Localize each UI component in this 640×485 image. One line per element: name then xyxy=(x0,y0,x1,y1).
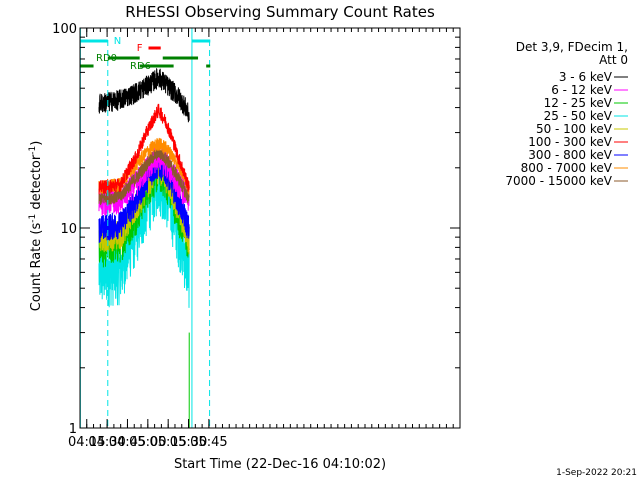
y-label-part-1: Count Rate (s xyxy=(29,223,44,312)
night-bar xyxy=(191,39,211,43)
series-trace-8 xyxy=(98,146,190,206)
legend-entry-label: 7000 - 15000 keV xyxy=(505,174,612,188)
legend-entry-label: 25 - 50 keV xyxy=(544,109,613,123)
night-bar xyxy=(80,39,108,43)
legend-entry-label: 3 - 6 keV xyxy=(559,70,613,84)
y-axis-label: Count Rate (s-1 detector-1) xyxy=(28,141,44,312)
x-tick-label: 04:15 xyxy=(68,435,105,450)
legend-entry-label: 100 - 300 keV xyxy=(528,135,612,149)
legend-entry-label: 300 - 800 keV xyxy=(528,148,612,162)
y-label-sup-2: -1 xyxy=(28,146,38,155)
series-trace-7 xyxy=(98,137,190,195)
legend-header-line-1: Det 3,9, FDecim 1, xyxy=(516,40,628,54)
night-label: N xyxy=(114,36,121,47)
rd0-bar xyxy=(162,56,199,60)
y-label-sup-1: -1 xyxy=(28,214,38,223)
legend-entry-label: 50 - 100 keV xyxy=(536,122,613,136)
x-tick-label: 05:30 xyxy=(170,435,207,450)
rd6-bar xyxy=(139,64,174,68)
series-trace-5 xyxy=(98,103,190,195)
x-tick-label: 04:30 xyxy=(88,435,125,450)
y-label-part-3: ) xyxy=(29,141,44,146)
y-tick-label: 100 xyxy=(52,22,77,37)
y-label-part-2: detector xyxy=(29,154,44,214)
flare-bar xyxy=(148,46,161,50)
chart-title: RHESSI Observing Summary Count Rates xyxy=(125,3,435,21)
legend-entry-label: 6 - 12 keV xyxy=(551,83,613,97)
rd0-label: RD0 xyxy=(96,53,117,64)
x-tick-label: 05:45 xyxy=(190,435,227,450)
x-tick-label: 04:45 xyxy=(109,435,146,450)
generated-timestamp: 1-Sep-2022 20:21 xyxy=(556,468,637,478)
x-axis-label: Start Time (22-Dec-16 04:10:02) xyxy=(174,457,386,472)
y-tick-label: 1 xyxy=(69,422,77,437)
rd6-bar xyxy=(206,64,211,68)
x-tick-label: 05:00 xyxy=(129,435,166,450)
rd6-bar xyxy=(80,64,94,68)
rd0-bar xyxy=(107,56,140,60)
x-tick-label: 05:15 xyxy=(149,435,186,450)
legend-entry-label: 12 - 25 keV xyxy=(544,96,613,110)
axes-layer: 1 10 100 04:1504:3004:4505:0005:1505:3005:4… xyxy=(52,22,461,450)
legend-entry-label: 800 - 7000 keV xyxy=(521,161,613,175)
rd6-label: RD6 xyxy=(130,61,151,72)
series-trace-0 xyxy=(98,67,190,123)
series-layer xyxy=(98,67,190,428)
flare-label: F xyxy=(137,43,143,54)
legend-header-line-2: Att 0 xyxy=(599,53,628,67)
series-trace-6 xyxy=(98,151,190,243)
y-tick-label: 10 xyxy=(60,222,77,237)
